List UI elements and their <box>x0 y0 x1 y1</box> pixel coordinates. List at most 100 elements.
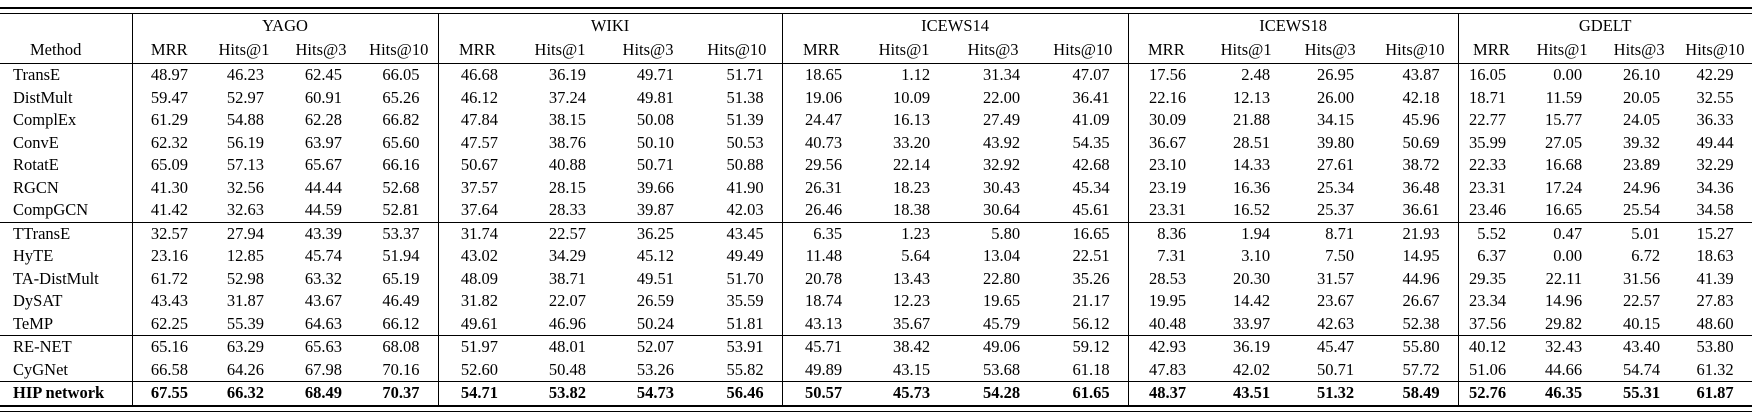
value-cell: 17.24 <box>1545 177 1583 197</box>
value-cell: 40.73 <box>781 131 861 154</box>
value-cell: 43.02 <box>437 245 517 268</box>
value-cell: 14.96 <box>1545 291 1583 310</box>
value-cell: 63.97 <box>304 132 342 152</box>
value-cell: 41.39 <box>1678 267 1752 290</box>
value-cell: 22.57 <box>1623 291 1661 310</box>
value-cell: 39.66 <box>636 177 675 197</box>
table-top-rule <box>0 7 1752 14</box>
value-cell: 5.01 <box>1600 221 1679 245</box>
value-cell: 31.56 <box>1623 268 1661 288</box>
metric-header-hits-1: Hits@1 <box>860 37 949 64</box>
value-cell: 21.93 <box>1372 221 1459 245</box>
value-cell: 49.51 <box>636 268 675 288</box>
value-cell: 30.43 <box>982 177 1021 197</box>
value-cell: 20.78 <box>781 267 861 290</box>
value-cell: 54.71 <box>437 381 517 405</box>
value-cell: 6.35 <box>781 221 861 245</box>
metric-header-hits-3: Hits@3 <box>282 37 360 64</box>
metric-header-hits-1: Hits@1 <box>1524 37 1601 64</box>
value-cell: 24.47 <box>781 109 861 132</box>
value-cell: 64.26 <box>226 359 264 379</box>
value-cell: 18.63 <box>1678 245 1752 268</box>
method-cell: RotatE <box>13 155 59 174</box>
value-cell: 29.56 <box>781 154 861 177</box>
value-cell: 34.36 <box>1678 176 1752 199</box>
value-cell: 22.00 <box>982 87 1021 107</box>
dataset-header-row: YAGO WIKI ICEWS14 ICEWS18 GDELT <box>0 14 1752 37</box>
value-cell: 0.47 <box>1524 221 1601 245</box>
value-cell: 41.30 <box>131 176 206 199</box>
value-cell: 59.47 <box>131 86 206 109</box>
value-cell: 55.82 <box>726 359 764 379</box>
value-cell: 45.71 <box>781 335 861 359</box>
table-row: CyGNet 66.58 64.26 67.98 70.16 52.60 50.48 53.2… <box>0 358 1752 382</box>
method-cell: TeMP <box>13 313 54 333</box>
value-cell: 65.60 <box>382 132 420 152</box>
value-cell: 21.17 <box>1072 291 1110 310</box>
metric-header-hits-1: Hits@1 <box>1204 37 1289 64</box>
value-cell: 53.80 <box>1678 335 1752 359</box>
method-cell: ConvE <box>13 132 59 152</box>
value-cell: 65.19 <box>382 268 420 288</box>
value-cell: 61.29 <box>131 109 206 132</box>
value-cell: 45.74 <box>304 246 342 265</box>
value-cell: 36.19 <box>548 65 587 84</box>
value-cell: 60.91 <box>304 87 342 107</box>
dataset-header-wiki: WIKI <box>437 14 783 37</box>
value-cell: 36.41 <box>1072 87 1110 107</box>
value-cell: 46.23 <box>226 65 264 84</box>
value-cell: 28.51 <box>1232 132 1271 152</box>
value-cell: 57.72 <box>1402 359 1440 379</box>
value-cell: 19.65 <box>982 291 1021 310</box>
value-cell: 48.01 <box>516 335 605 359</box>
value-cell: 26.95 <box>1316 65 1355 84</box>
value-cell: 22.14 <box>892 155 931 174</box>
value-cell: 41.90 <box>726 177 764 197</box>
value-cell: 61.32 <box>1678 358 1752 382</box>
value-cell: 12.23 <box>892 291 931 310</box>
metric-header-hits-1: Hits@1 <box>206 37 282 64</box>
value-cell: 70.37 <box>360 381 439 405</box>
metric-header-hits-10: Hits@10 <box>1678 37 1752 64</box>
value-cell: 52.76 <box>1457 381 1525 405</box>
value-cell: 47.57 <box>437 131 517 154</box>
value-cell: 43.87 <box>1402 65 1440 84</box>
value-cell: 49.06 <box>948 335 1039 359</box>
value-cell: 31.57 <box>1316 268 1355 288</box>
value-cell: 1.23 <box>860 221 949 245</box>
value-cell: 14.42 <box>1232 291 1271 310</box>
value-cell: 32.63 <box>226 200 264 219</box>
value-cell: 44.44 <box>304 177 342 197</box>
value-cell: 48.37 <box>1127 381 1205 405</box>
value-cell: 67.55 <box>131 381 206 405</box>
value-cell: 54.88 <box>226 110 264 129</box>
value-cell: 48.09 <box>437 267 517 290</box>
value-cell: 65.09 <box>131 154 206 177</box>
value-cell: 27.05 <box>1545 132 1583 152</box>
value-cell: 33.20 <box>892 132 931 152</box>
value-cell: 26.00 <box>1316 87 1355 107</box>
value-cell: 38.72 <box>1402 155 1440 174</box>
value-cell: 33.97 <box>1232 313 1271 333</box>
value-cell: 49.61 <box>437 312 517 336</box>
value-cell: 56.12 <box>1072 313 1110 333</box>
value-cell: 1.94 <box>1204 221 1289 245</box>
value-cell: 54.28 <box>948 381 1039 405</box>
value-cell: 61.72 <box>131 267 206 290</box>
value-cell: 37.57 <box>437 176 517 199</box>
value-cell: 54.73 <box>604 381 693 405</box>
value-cell: 18.74 <box>781 290 861 313</box>
value-cell: 49.49 <box>726 246 764 265</box>
value-cell: 43.39 <box>282 221 360 245</box>
value-cell: 27.61 <box>1316 155 1355 174</box>
value-cell: 11.59 <box>1545 87 1583 107</box>
method-cell: RGCN <box>13 177 59 197</box>
value-cell: 26.67 <box>1402 291 1440 310</box>
dataset-header-gdelt: GDELT <box>1457 14 1752 37</box>
value-cell: 50.67 <box>437 154 517 177</box>
value-cell: 43.13 <box>781 312 861 336</box>
metric-header-mrr: MRR <box>1457 37 1525 64</box>
value-cell: 25.54 <box>1623 200 1661 219</box>
metric-header-mrr: MRR <box>781 37 861 64</box>
